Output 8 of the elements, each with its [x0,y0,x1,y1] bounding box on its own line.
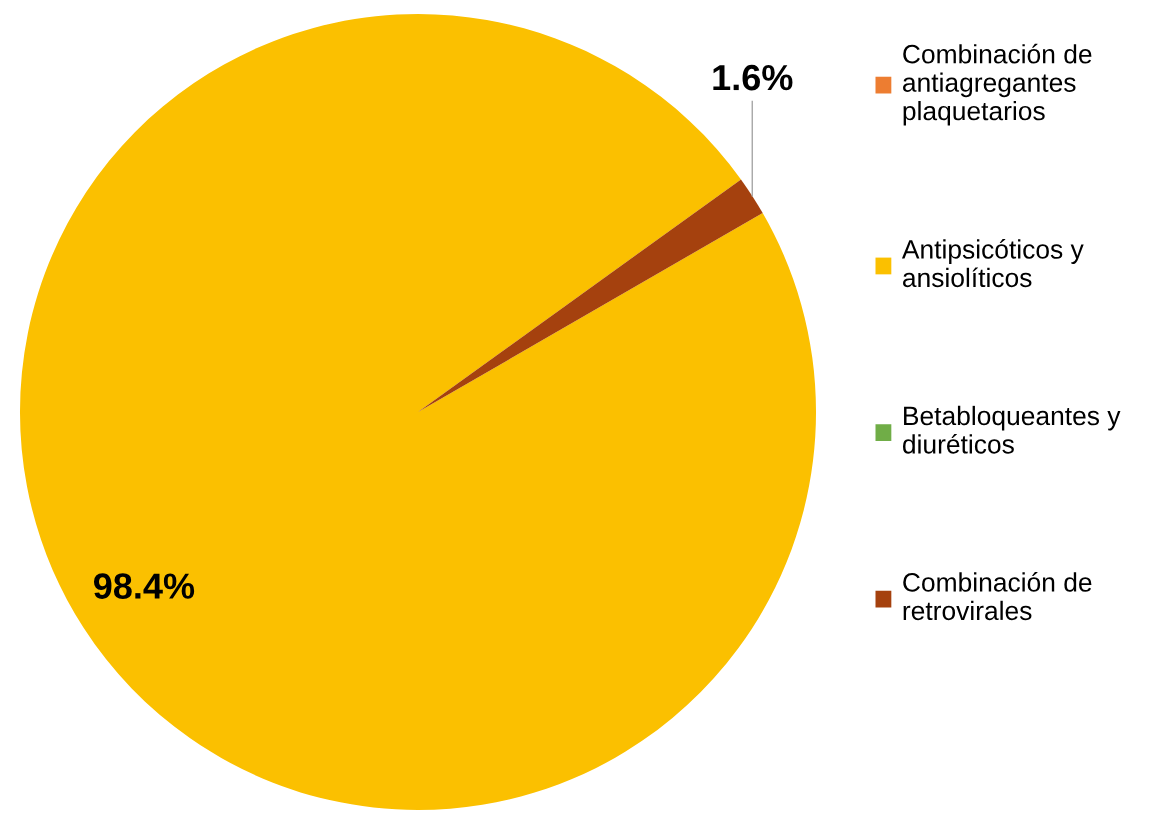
pie-slice [19,14,817,811]
data-label: 1.6% [713,64,793,91]
legend-label: Antipsicóticos y ansiolíticos [901,239,1084,288]
data-label: 98.4% [93,573,195,599]
legend-label: Combinación de retrovirales [903,572,1092,621]
legend-label: Combinación de antiagregantes plaquetarios [903,43,1092,126]
legend-label: Betabloqueantes y diuréticos [902,405,1121,454]
pie-slice [418,179,763,412]
